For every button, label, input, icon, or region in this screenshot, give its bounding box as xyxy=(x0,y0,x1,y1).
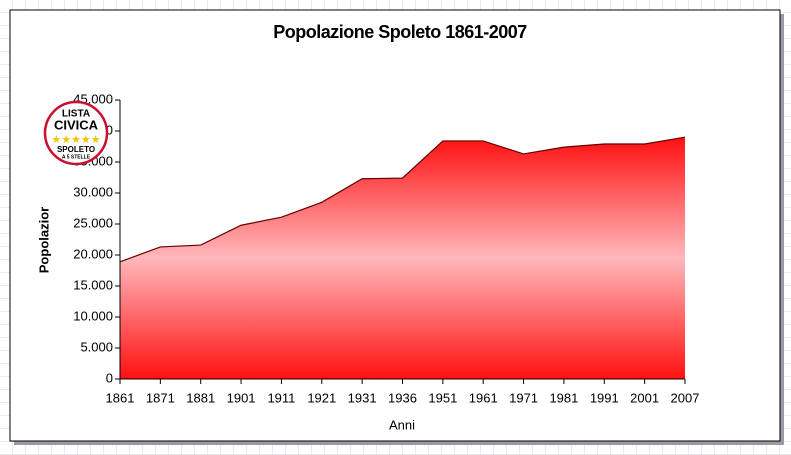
x-tick-label: 1871 xyxy=(146,390,175,405)
y-tick-label: 15.000 xyxy=(73,277,113,292)
y-tick-label: 20.000 xyxy=(73,246,113,261)
x-tick-label: 1971 xyxy=(509,390,538,405)
x-tick-label: 1951 xyxy=(428,390,457,405)
chart-title: Popolazione Spoleto 1861-2007 xyxy=(273,22,527,42)
logo-text: CIVICA xyxy=(54,117,99,132)
logo-stars: ★★★★★ xyxy=(51,134,100,146)
x-tick-label: 1901 xyxy=(227,390,256,405)
x-tick-label: 1911 xyxy=(267,390,295,405)
logo-text: SPOLETO xyxy=(57,145,95,154)
x-tick-label: 1961 xyxy=(469,390,498,405)
x-tick-label: 1881 xyxy=(186,390,215,405)
x-tick-label: 2007 xyxy=(671,390,700,405)
y-tick-label: 0 xyxy=(106,370,113,385)
logo: LISTA CIVICA ★★★★★ SPOLETO A 5 STELLE xyxy=(43,100,109,166)
area xyxy=(120,137,685,379)
x-tick-label: 2001 xyxy=(630,390,659,405)
x-tick-label: 1981 xyxy=(549,390,578,405)
y-tick-label: 30.000 xyxy=(73,184,113,199)
x-tick-label: 1921 xyxy=(307,390,336,405)
x-tick-label: 1936 xyxy=(388,390,417,405)
y-tick-label: 5.000 xyxy=(80,339,113,354)
plot-area: 05.00010.00015.00020.00025.00030.00035.0… xyxy=(73,91,699,405)
x-tick-label: 1991 xyxy=(590,390,619,405)
y-axis-title: Popolazior xyxy=(36,207,51,273)
logo-text: A 5 STELLE xyxy=(62,154,91,160)
y-tick-label: 25.000 xyxy=(73,215,113,230)
x-tick-label: 1861 xyxy=(106,390,135,405)
x-axis-title: Anni xyxy=(389,417,415,432)
line xyxy=(119,136,686,263)
logo-ring xyxy=(43,100,109,166)
x-tick-label: 1931 xyxy=(348,390,377,405)
logo-text: LISTA xyxy=(62,109,90,120)
y-tick-label: 10.000 xyxy=(73,308,113,323)
